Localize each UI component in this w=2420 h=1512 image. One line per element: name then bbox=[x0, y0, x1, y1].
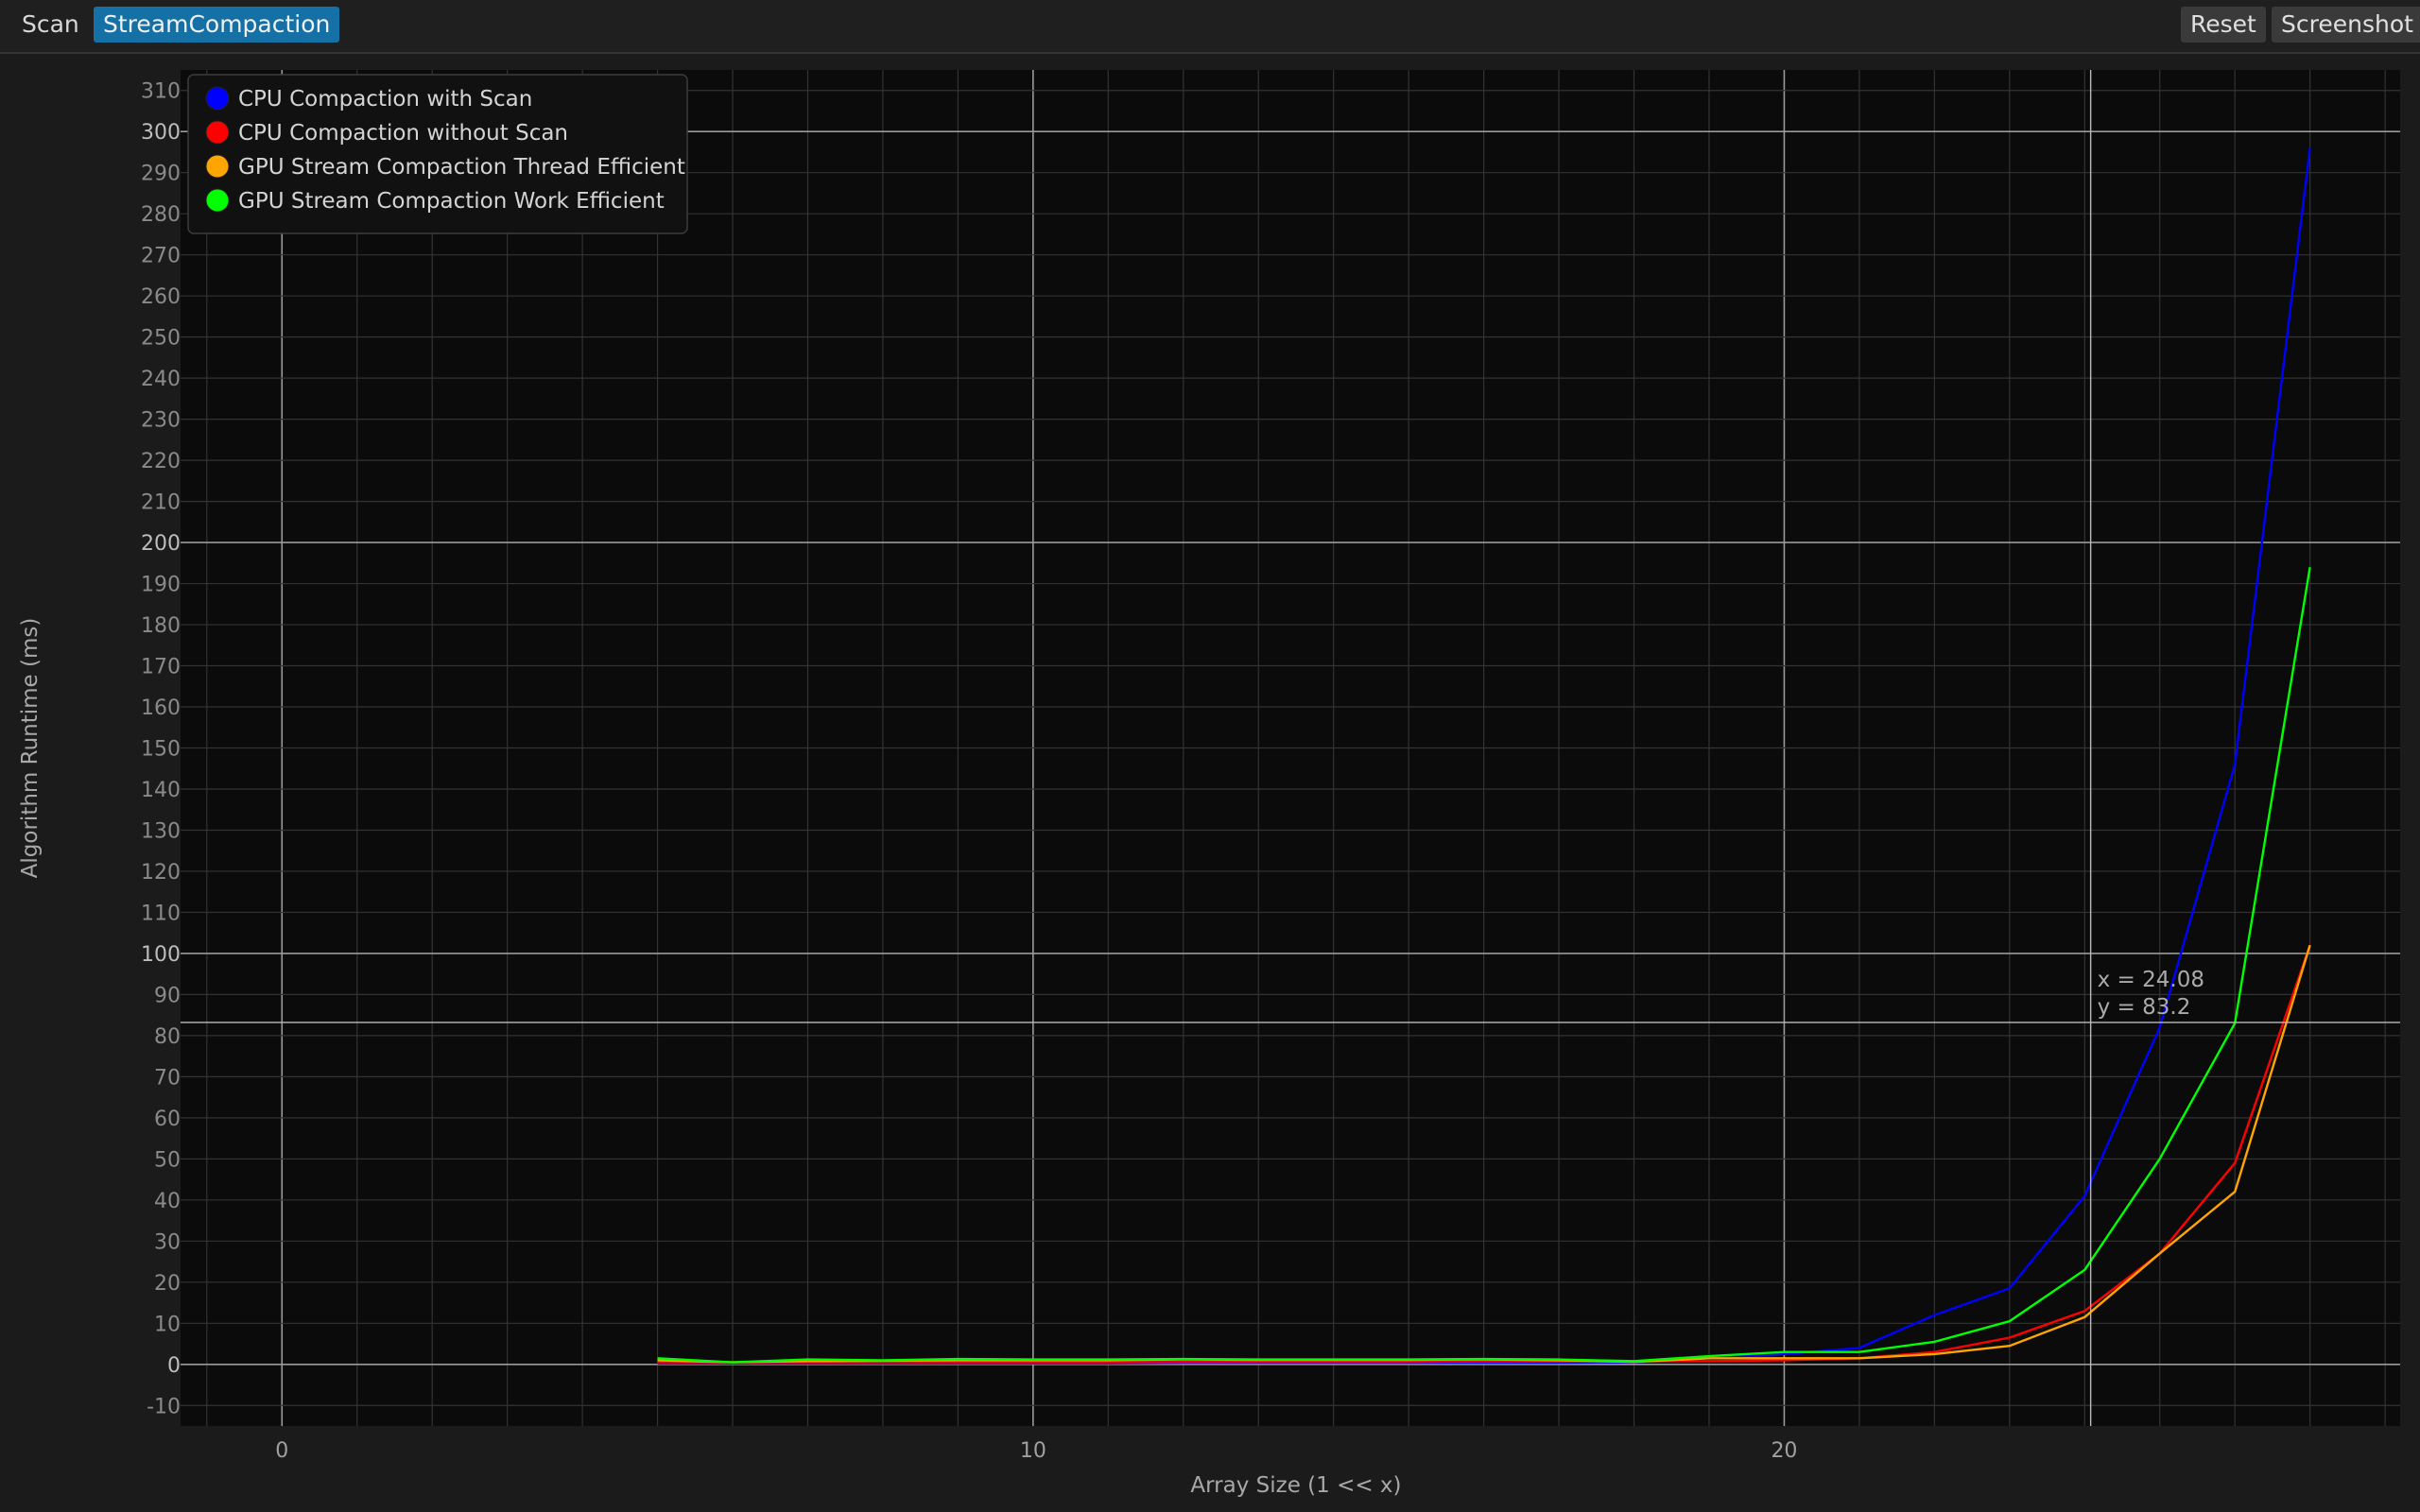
tab-stream-compaction[interactable]: StreamCompaction bbox=[94, 7, 340, 43]
y-axis-title-wrap: Algorithm Runtime (ms) bbox=[18, 618, 43, 879]
y-tick-label: 150 bbox=[141, 738, 181, 762]
y-tick-label: 310 bbox=[141, 80, 181, 104]
y-tick-label: 220 bbox=[141, 450, 181, 473]
legend-swatch-1 bbox=[205, 120, 230, 145]
y-tick-label: 140 bbox=[141, 779, 181, 802]
y-tick-label: 10 bbox=[154, 1313, 181, 1336]
reset-button[interactable]: Reset bbox=[2181, 7, 2266, 43]
y-tick-label: 20 bbox=[154, 1272, 181, 1296]
y-tick-label: 280 bbox=[141, 203, 181, 227]
y-tick-label: 200 bbox=[141, 532, 181, 556]
x-tick-label: 20 bbox=[1771, 1439, 1797, 1463]
legend-label-0: CPU Compaction with Scan bbox=[238, 87, 532, 112]
y-tick-label: 0 bbox=[167, 1354, 181, 1378]
legend-label-2: GPU Stream Compaction Thread Efficient bbox=[238, 155, 685, 180]
y-tick-label: 180 bbox=[141, 614, 181, 638]
x-tick-label: 0 bbox=[275, 1439, 288, 1463]
runtime-chart[interactable]: Algorithm Runtime (ms) -10 0 10 20 30 40 50 60 7… bbox=[0, 54, 2420, 1512]
y-axis-ticks: -10 0 10 20 30 40 50 60 70 80 90 100 110 120 130 140 150… bbox=[141, 80, 181, 1419]
y-tick-label: 240 bbox=[141, 368, 181, 391]
y-tick-label: 160 bbox=[141, 696, 181, 720]
tab-scan[interactable]: Scan bbox=[22, 10, 79, 38]
y-tick-label: 120 bbox=[141, 861, 181, 885]
y-tick-label: 50 bbox=[154, 1148, 181, 1172]
legend-label-1: CPU Compaction without Scan bbox=[238, 121, 568, 146]
y-tick-label: 80 bbox=[154, 1025, 181, 1049]
y-tick-label: 130 bbox=[141, 819, 181, 843]
series-line-1 bbox=[657, 944, 2311, 1364]
y-tick-label: 260 bbox=[141, 285, 181, 309]
y-tick-label: 230 bbox=[141, 409, 181, 433]
y-tick-label: -10 bbox=[147, 1395, 181, 1418]
y-tick-label: 30 bbox=[154, 1230, 181, 1254]
y-tick-label: 170 bbox=[141, 656, 181, 679]
y-tick-label: 210 bbox=[141, 491, 181, 515]
x-axis-ticks: 0 10 20 bbox=[275, 1439, 1797, 1463]
menu-bar: Scan StreamCompaction Reset Screenshot bbox=[0, 0, 2420, 54]
y-tick-label: 270 bbox=[141, 245, 181, 268]
y-tick-label: 290 bbox=[141, 163, 181, 186]
legend-swatch-3 bbox=[205, 188, 230, 213]
y-tick-label: 40 bbox=[154, 1190, 181, 1213]
y-tick-label: 110 bbox=[141, 902, 181, 925]
legend-box bbox=[187, 74, 688, 234]
y-tick-label: 60 bbox=[154, 1108, 181, 1131]
screenshot-button[interactable]: Screenshot bbox=[2272, 7, 2420, 43]
y-tick-label: 90 bbox=[154, 984, 181, 1007]
y-tick-label: 100 bbox=[141, 943, 181, 967]
legend: CPU Compaction with Scan CPU Compaction w… bbox=[187, 74, 688, 234]
y-axis-title: Algorithm Runtime (ms) bbox=[18, 618, 43, 879]
crosshair bbox=[181, 70, 2400, 1426]
y-tick-label: 300 bbox=[141, 121, 181, 145]
series-group bbox=[657, 147, 2311, 1365]
legend-swatch-2 bbox=[205, 154, 230, 179]
cursor-x-readout: x = 24.08 bbox=[2098, 968, 2204, 992]
grid-lines bbox=[181, 70, 2400, 1426]
legend-swatch-0 bbox=[205, 86, 230, 111]
cursor-y-readout: y = 83.2 bbox=[2098, 995, 2191, 1020]
x-tick-label: 10 bbox=[1020, 1439, 1046, 1463]
x-axis-title: Array Size (1 << x) bbox=[1190, 1473, 1401, 1498]
series-line-3 bbox=[657, 567, 2311, 1364]
y-tick-label: 250 bbox=[141, 327, 181, 351]
legend-label-3: GPU Stream Compaction Work Efficient bbox=[238, 189, 665, 214]
y-tick-label: 190 bbox=[141, 574, 181, 597]
y-tick-label: 70 bbox=[154, 1066, 181, 1090]
